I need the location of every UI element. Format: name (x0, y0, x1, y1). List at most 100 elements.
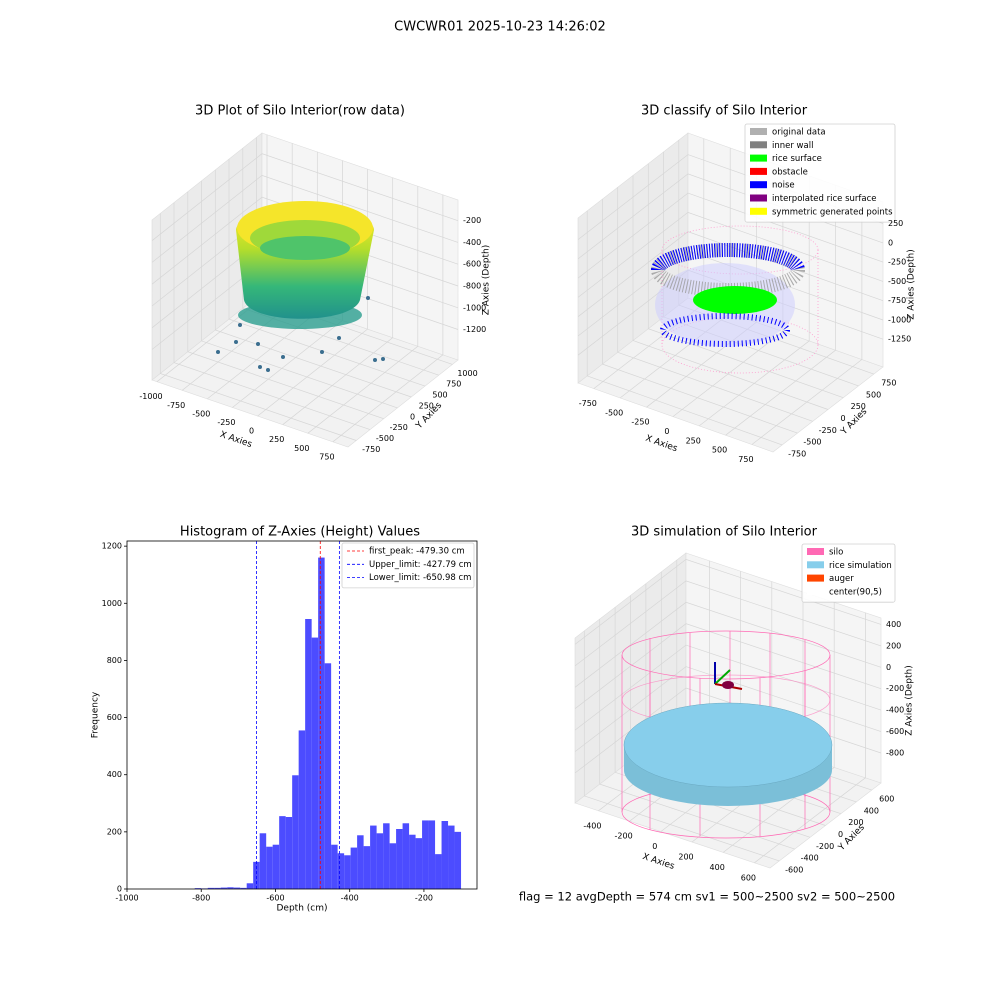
x-tick-label: 250 (686, 436, 701, 445)
grid-line (725, 185, 836, 436)
y-tick-label: 400 (864, 806, 879, 815)
grid-line (574, 666, 882, 752)
legend-swatch (807, 587, 824, 595)
y-tick-label: -250 (819, 426, 837, 435)
chart-title: 3D classify of Silo Interior (641, 104, 808, 119)
legend-swatch (750, 194, 767, 202)
bar (454, 831, 462, 889)
figure-title: CWCWR01 2025-10-23 14:26:02 (394, 20, 606, 35)
legend-label: inner wall (772, 141, 813, 151)
bar (357, 835, 364, 889)
legend-label: center(90,5) (829, 587, 882, 597)
z-axis-label: Z Axies (Depth) (482, 245, 492, 316)
grid-line (577, 250, 884, 337)
bar (253, 861, 260, 889)
y-tick-label: -250 (390, 423, 408, 432)
bar (331, 844, 338, 889)
bar (422, 820, 429, 889)
legend-swatch (750, 154, 767, 162)
bar (194, 888, 202, 889)
chart-title: 3D Plot of Silo Interior(row data) (195, 104, 405, 119)
legend-box (801, 543, 896, 603)
bar (227, 887, 234, 889)
bar (311, 637, 319, 889)
grid-line (173, 202, 371, 430)
legend-swatch (750, 167, 767, 175)
grid-line (574, 601, 882, 688)
bar (207, 887, 215, 889)
bar (214, 887, 221, 889)
bar (389, 843, 397, 889)
legend-swatch (807, 561, 824, 569)
y-tick-label: 600 (879, 795, 894, 804)
y-tick-label: -750 (788, 449, 806, 458)
bar (441, 821, 449, 889)
z-tick-label: -200 (463, 216, 481, 225)
footer-text: flag = 12 avgDepth = 574 cm sv1 = 500~25… (519, 890, 895, 904)
bar (409, 834, 416, 889)
bar (428, 820, 436, 889)
bar (298, 730, 306, 889)
grid-line (228, 159, 426, 387)
z-tick-label: -800 (886, 749, 904, 758)
grid-line (617, 187, 813, 422)
y-tick-label: 1000 (102, 599, 122, 608)
y-tick-label: 1000 (457, 369, 477, 378)
legend-label: silo (829, 548, 843, 558)
legend-label: rice surface (772, 154, 822, 164)
x-tick-label: -1000 (139, 392, 162, 401)
bar (240, 887, 247, 889)
grid-line (159, 213, 357, 441)
legend-swatch (750, 181, 767, 189)
y-tick-label: 750 (446, 380, 461, 389)
y-tick-label: 0 (838, 830, 843, 839)
plot-frame (126, 540, 478, 890)
grid-line (751, 194, 863, 445)
y-tick-label: -500 (376, 434, 394, 443)
legend-label: obstacle (772, 167, 808, 177)
x-tick-label: 750 (738, 455, 753, 464)
x-tick-label: -250 (217, 418, 235, 427)
legend-label: rice simulation (829, 561, 892, 571)
x-tick-label: 200 (678, 853, 693, 862)
grid-line (332, 194, 444, 443)
grid-line (583, 630, 780, 862)
y-tick-label: -600 (785, 865, 803, 874)
z-tick-label: -250 (888, 258, 906, 267)
bar (292, 775, 299, 889)
grid-line (151, 153, 459, 241)
z-axis-label: Z Axies (Depth) (905, 665, 915, 736)
bar (363, 846, 371, 889)
z-tick-label: -1200 (463, 325, 486, 334)
y-tick-label: 500 (432, 391, 447, 400)
grid-line (647, 163, 844, 399)
grid-line (602, 199, 798, 434)
bar (383, 823, 390, 889)
y-tick-label: 250 (419, 401, 434, 410)
bar (415, 838, 423, 889)
grid-line (698, 175, 810, 427)
y-axis-label: Frequency (91, 691, 101, 738)
grid-line (577, 212, 884, 298)
x-tick-label: -500 (605, 408, 623, 417)
bar (266, 846, 273, 889)
y-tick-label: 0 (117, 885, 122, 894)
y-tick-label: 250 (851, 402, 866, 411)
z-tick-label: -1000 (888, 315, 911, 324)
x-tick-label: 600 (741, 873, 756, 882)
grid-line (599, 619, 795, 850)
x-tick-label: -250 (631, 418, 649, 427)
x-tick-label: -500 (192, 409, 210, 418)
x-tick-label: -1000 (115, 894, 138, 903)
y-tick-label: 400 (107, 770, 122, 779)
grid-line (242, 148, 439, 376)
bar (279, 816, 286, 889)
legend-label: symmetric generated points (772, 207, 893, 217)
legend-label: interpolated rice surface (772, 194, 877, 204)
z-tick-label: -600 (886, 727, 904, 736)
chart-title: 3D simulation of Silo Interior (631, 525, 818, 540)
bar (220, 887, 228, 889)
grid-line (201, 180, 398, 409)
x-tick-label: -200 (615, 832, 633, 841)
x-tick-label: 0 (664, 427, 669, 436)
